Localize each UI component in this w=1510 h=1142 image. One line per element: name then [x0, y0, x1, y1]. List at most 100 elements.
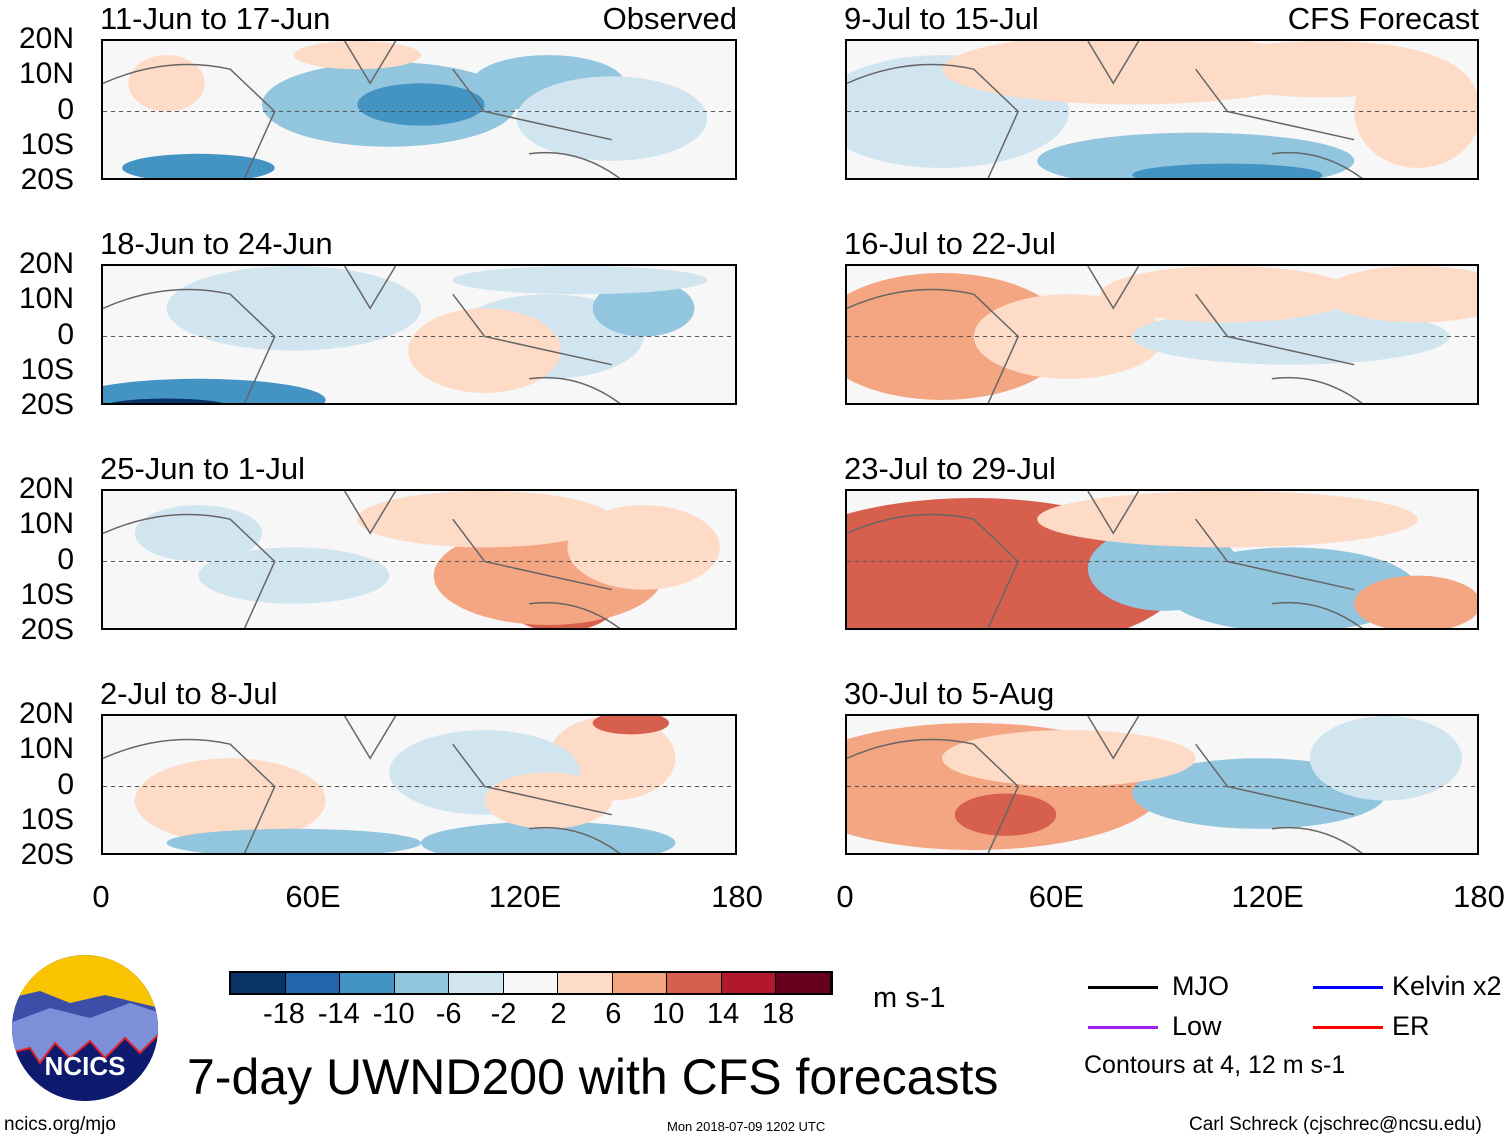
anomaly-region — [973, 294, 1164, 379]
anomaly-region — [198, 547, 390, 604]
colorbar-label: -10 — [372, 998, 415, 1030]
anomaly-region — [592, 716, 670, 735]
anomaly-region — [166, 828, 421, 853]
y-tick-label: 20S — [20, 613, 74, 646]
map-panel — [101, 714, 737, 855]
panel-source-label: Observed — [602, 1, 737, 36]
anomaly-region — [516, 76, 708, 161]
coastline — [847, 41, 1363, 178]
colorbar-label: -14 — [317, 998, 360, 1030]
colorbar-label: 14 — [707, 998, 740, 1030]
colorbar-label: 6 — [605, 998, 622, 1030]
anomaly-region — [110, 398, 223, 403]
colorbar-label: 2 — [550, 998, 567, 1030]
anomaly-region — [1322, 266, 1477, 323]
y-tick-label: 10N — [18, 57, 74, 91]
coastline — [847, 491, 1363, 628]
x-tick-label: 120E — [1231, 879, 1304, 914]
y-tick-label: 20S — [20, 388, 74, 421]
y-tick-label: 0 — [57, 92, 74, 126]
anomaly-region — [1132, 163, 1323, 178]
anomaly-region — [942, 730, 1196, 787]
panel-title: 23-Jul to 29-Jul — [844, 451, 1056, 486]
anomaly-region — [592, 280, 695, 337]
y-tick-label: 20N — [18, 247, 74, 280]
colorbar-swatch — [449, 973, 504, 993]
x-tick-label: 0 — [92, 879, 110, 914]
map-panel — [845, 264, 1479, 405]
anomaly-region — [1309, 716, 1462, 801]
y-tick-label: 10N — [18, 507, 74, 541]
legend-low-line — [1088, 1026, 1158, 1029]
coastline — [103, 716, 621, 853]
y-tick-label: 10S — [20, 352, 74, 386]
colorbar-label: 18 — [761, 998, 795, 1030]
colorbar — [229, 971, 833, 995]
anomaly-region — [134, 505, 262, 562]
anomaly-region — [408, 308, 561, 393]
colorbar-units: m s-1 — [873, 982, 946, 1014]
figure-title: 7-day UWND200 with CFS forecasts — [187, 1049, 999, 1105]
contour-note: Contours at 4, 12 m s-1 — [1084, 1051, 1346, 1079]
panel-title: 11-Jun to 17-Jun — [100, 1, 331, 36]
legend-mjo-label: MJO — [1172, 971, 1229, 1001]
coastline — [847, 716, 1363, 853]
y-tick-label: 20S — [20, 838, 74, 871]
anomaly-region — [122, 153, 275, 178]
colorbar-label: -2 — [490, 998, 517, 1030]
coastline — [103, 266, 621, 403]
anomaly-region — [452, 266, 708, 295]
colorbar-swatch — [721, 973, 777, 993]
colorbar-swatch — [340, 973, 395, 993]
y-tick-label: 0 — [57, 317, 74, 351]
anomaly-region — [134, 758, 326, 843]
x-tick-label: 180 — [1453, 879, 1505, 914]
map-panel — [845, 714, 1479, 855]
anomaly-region — [1164, 547, 1418, 628]
footer-author: Carl Schreck (cjschrec@ncsu.edu) — [1189, 1114, 1482, 1135]
panel-title: 25-Jun to 1-Jul — [100, 451, 306, 486]
footer-url[interactable]: ncics.org/mjo — [4, 1114, 116, 1135]
x-tick-label: 180 — [711, 879, 763, 914]
x-tick-label: 60E — [1028, 879, 1084, 914]
panel-title: 18-Jun to 24-Jun — [100, 226, 333, 261]
colorbar-swatch — [558, 973, 613, 993]
ncics-logo: NCICS — [12, 955, 158, 1101]
anomaly-region — [1354, 575, 1477, 628]
anomaly-region — [357, 491, 612, 548]
panel-title: 16-Jul to 22-Jul — [844, 226, 1056, 261]
y-tick-label: 20S — [20, 163, 74, 196]
y-tick-label: 0 — [57, 767, 74, 801]
map-panel — [845, 489, 1479, 630]
y-tick-label: 20N — [18, 472, 74, 505]
anomaly-region — [1100, 266, 1355, 323]
x-tick-label: 0 — [836, 879, 854, 914]
colorbar-swatch — [612, 973, 668, 993]
y-tick-label: 10N — [18, 732, 74, 766]
legend-kelvin-line — [1313, 986, 1383, 989]
coastline — [847, 266, 1363, 403]
map-panel — [845, 39, 1479, 180]
y-tick-label: 10N — [18, 282, 74, 316]
x-tick-label: 120E — [488, 879, 562, 914]
y-tick-label: 20N — [18, 22, 74, 55]
y-tick-label: 20N — [18, 697, 74, 730]
colorbar-swatch — [667, 973, 722, 993]
anomaly-region — [293, 41, 421, 70]
colorbar-swatch — [231, 973, 286, 993]
colorbar-swatch — [394, 973, 450, 993]
colorbar-label: -6 — [435, 998, 462, 1030]
legend-kelvin-label: Kelvin x2 — [1392, 971, 1502, 1001]
legend-er-label: ER — [1392, 1011, 1430, 1041]
y-tick-label: 10S — [20, 802, 74, 836]
panel-title: 2-Jul to 8-Jul — [100, 676, 278, 711]
y-tick-label: 10S — [20, 577, 74, 611]
coastline — [103, 41, 621, 178]
anomaly-region — [421, 821, 676, 853]
legend-low-label: Low — [1172, 1011, 1222, 1041]
colorbar-label: 10 — [652, 998, 685, 1030]
legend-mjo-line — [1088, 986, 1158, 989]
legend-er-line — [1313, 1026, 1383, 1029]
anomaly-region — [128, 55, 205, 112]
